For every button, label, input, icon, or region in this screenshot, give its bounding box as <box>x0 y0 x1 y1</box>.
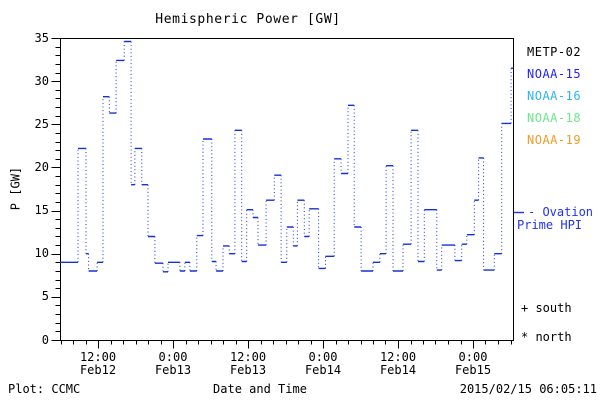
x-tick-label: 12:00 Feb13 <box>213 351 283 377</box>
x-tick-time: 0:00 <box>308 350 338 364</box>
x-tick-time: 12:00 <box>379 350 417 364</box>
x-tick-date: Feb14 <box>304 363 342 377</box>
y-tick-label: 25 <box>34 117 49 131</box>
legend-item-noaa-18: NOAA-18 <box>527 111 582 125</box>
legend-item-noaa-16: NOAA-16 <box>527 89 582 103</box>
y-tick-label: 0 <box>41 333 49 347</box>
hpi-curve-steps <box>60 40 513 273</box>
y-tick-label: 20 <box>34 160 49 174</box>
x-tick-date: Feb13 <box>154 363 192 377</box>
footer-timestamp: 2015/02/15 06:05:11 <box>459 382 597 396</box>
symbol-key-south: + south <box>521 301 572 315</box>
x-tick-time: 12:00 <box>79 350 117 364</box>
y-tick-label: 15 <box>34 203 49 217</box>
x-tick-time: 0:00 <box>158 350 188 364</box>
hpi-curve-vertical-connectors <box>77 41 512 272</box>
x-tick-time: 12:00 <box>229 350 267 364</box>
x-tick-label: 0:00 Feb14 <box>288 351 358 377</box>
x-tick-date: Feb12 <box>79 363 117 377</box>
symbol-key-north: * north <box>521 330 572 344</box>
x-tick-date: Feb14 <box>379 363 417 377</box>
x-axis-title: Date and Time <box>213 382 307 396</box>
x-tick-label: 12:00 Feb12 <box>63 351 133 377</box>
x-tick-label: 0:00 Feb15 <box>438 351 508 377</box>
page-title: Hemispheric Power [GW] <box>155 12 341 27</box>
x-tick-time: 0:00 <box>458 350 488 364</box>
legend-item-noaa-15: NOAA-15 <box>527 67 582 81</box>
legend-item-noaa-19: NOAA-19 <box>527 133 582 147</box>
y-tick-label: 30 <box>34 74 49 88</box>
x-tick-date: Feb15 <box>454 363 492 377</box>
footer-plot-source: Plot: CCMC <box>8 382 81 396</box>
y-tick-label: 35 <box>34 31 49 45</box>
x-tick-label: 0:00 Feb13 <box>138 351 208 377</box>
ovation-note-line1: - Ovation <box>528 205 594 219</box>
legend-item-metp-02: METP-02 <box>527 45 582 59</box>
x-tick-date: Feb13 <box>229 363 267 377</box>
ovation-note-line2: Prime HPI <box>517 218 583 232</box>
x-tick-label: 12:00 Feb14 <box>363 351 433 377</box>
y-tick-label: 5 <box>41 289 49 303</box>
y-tick-label: 10 <box>34 246 49 260</box>
